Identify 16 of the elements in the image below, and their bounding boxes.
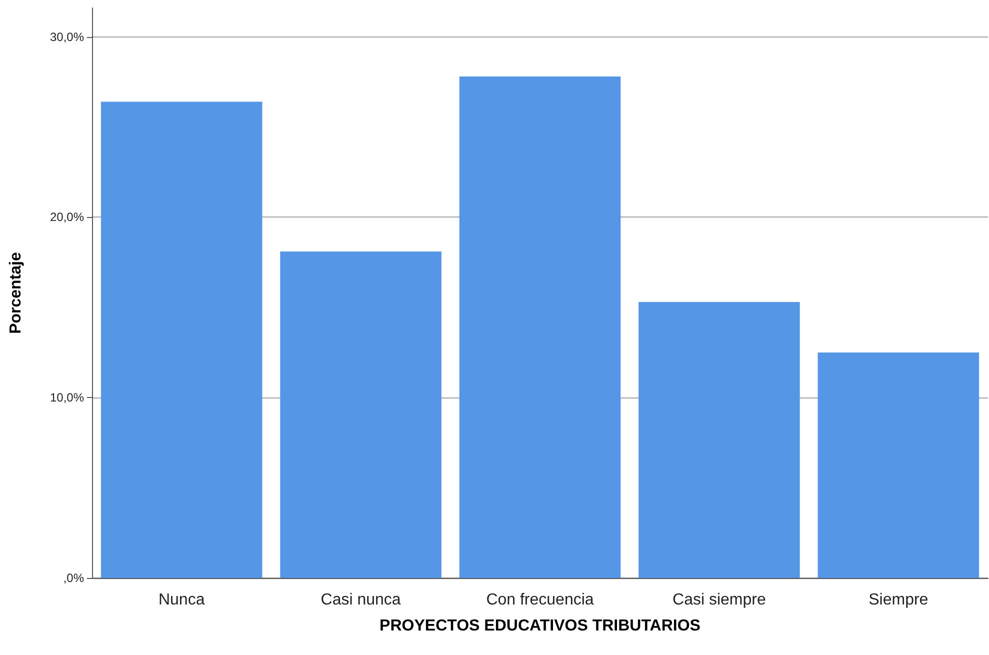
bar <box>280 252 442 578</box>
y-tick-label: 30,0% <box>50 30 84 44</box>
bar <box>818 352 980 578</box>
bar <box>100 102 262 578</box>
x-tick-label: Siempre <box>868 592 928 608</box>
x-axis-title: PROYECTOS EDUCATIVOS TRIBUTARIOS <box>380 618 701 634</box>
bar <box>638 302 800 578</box>
x-tick-label: Casi nunca <box>320 592 401 608</box>
y-axis-title: Porcentaje <box>8 252 24 334</box>
bar <box>459 76 621 578</box>
y-tick-label: ,0% <box>63 571 84 585</box>
y-tick-label: 10,0% <box>50 390 84 405</box>
x-tick-label: Nunca <box>158 592 205 608</box>
y-tick-label: 20,0% <box>50 210 84 224</box>
x-tick-label: Casi siempre <box>672 592 766 608</box>
x-tick-label: Con frecuencia <box>486 592 594 608</box>
